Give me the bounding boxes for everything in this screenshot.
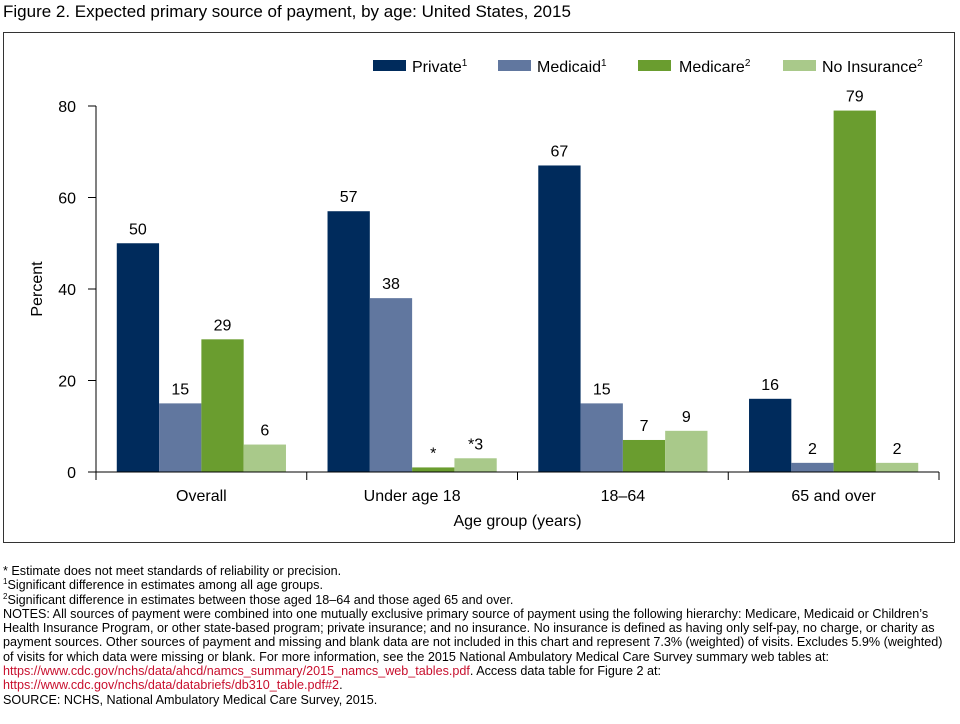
value-label-private-18-64: 67 [551, 143, 569, 160]
legend-swatch-medicare [638, 60, 671, 71]
value-label-medicare-under-age-18: * [430, 445, 436, 462]
chart-frame: Private1 Medicaid1 Medicare2 No Insurance2 … [3, 32, 955, 543]
y-tick-label: 20 [58, 374, 76, 391]
footnote-1: 1Significant difference in estimates amo… [3, 577, 953, 593]
y-tick-label: 40 [58, 282, 76, 299]
bar-private-65-and-over [749, 398, 792, 472]
bar-medicaid-under-age-18 [369, 298, 413, 472]
value-label-private-under-age-18: 57 [340, 189, 358, 206]
category-label-18-64: 18–64 [601, 488, 646, 505]
category-label-65-and-over: 65 and over [791, 488, 876, 505]
legend-swatch-no-insurance [783, 60, 816, 71]
bar-private-overall [116, 243, 160, 472]
value-label-medicaid-under-age-18: 38 [382, 276, 400, 293]
bar-chart: Private1 Medicaid1 Medicare2 No Insurance2 … [29, 58, 940, 530]
bar-medicaid-65-and-over [791, 462, 834, 472]
y-tick-label: 80 [58, 99, 76, 116]
notes-paragraph: NOTES: All sources of payment were combi… [3, 607, 953, 693]
bar-medicaid-overall [159, 403, 202, 472]
bar-medicare-under-age-18 [412, 467, 455, 472]
x-axis-title: Age group (years) [453, 513, 581, 530]
y-tick-label: 0 [67, 465, 76, 482]
notes-text: NOTES: All sources of payment were combi… [3, 606, 943, 664]
value-label-no-insurance-under-age-18: *3 [468, 436, 483, 453]
legend-swatch-medicaid [498, 60, 531, 71]
y-tick-label: 60 [58, 191, 76, 208]
notes-mid-text: . Access data table for Figure 2 at: [469, 664, 662, 679]
footnote-1-marker: 1 [3, 577, 8, 587]
bar-no-insurance-65-and-over [875, 462, 919, 472]
footnote-2-text: Significant difference in estimates betw… [7, 592, 514, 607]
value-label-no-insurance-18-64: 9 [682, 409, 691, 426]
bar-medicare-overall [201, 339, 244, 472]
figure-title: Figure 2. Expected primary source of pay… [3, 2, 571, 21]
value-label-private-65-and-over: 16 [761, 377, 779, 394]
legend-label-no-insurance: No Insurance2 [822, 58, 923, 76]
legend-label-medicaid: Medicaid1 [537, 58, 607, 76]
value-label-medicare-65-and-over: 79 [846, 89, 864, 106]
y-axis-title: Percent [29, 261, 46, 317]
value-label-medicaid-65-and-over: 2 [808, 441, 817, 458]
bar-medicaid-18-64 [580, 403, 623, 472]
footnote-2: 2Significant difference in estimates bet… [3, 591, 953, 607]
footnote-1-text: Significant difference in estimates amon… [7, 578, 323, 593]
footnote-2-marker: 2 [3, 591, 8, 601]
value-label-no-insurance-65-and-over: 2 [893, 441, 902, 458]
notes-end-text: . [339, 678, 343, 693]
bar-private-under-age-18 [327, 211, 370, 472]
footnote-asterisk: * Estimate does not meet standards of re… [3, 564, 342, 578]
legend-swatch-private [373, 60, 406, 71]
x-axis: Overall Under age 18 18–64 65 and over [95, 471, 940, 505]
bar-no-insurance-overall [243, 444, 286, 472]
bar-no-insurance-under-age-18 [454, 458, 497, 472]
bar-no-insurance-18-64 [665, 430, 708, 472]
value-label-private-overall: 50 [129, 221, 147, 238]
value-label-medicaid-18-64: 15 [593, 381, 611, 398]
category-label-under-age-18: Under age 18 [364, 488, 461, 505]
bar-private-18-64 [538, 165, 581, 472]
value-label-medicaid-overall: 15 [171, 381, 189, 398]
footnotes: * Estimate does not meet standards of re… [3, 564, 953, 707]
source-line: SOURCE: NCHS, National Ambulatory Medica… [3, 692, 378, 707]
value-label-medicare-18-64: 7 [640, 418, 649, 435]
bar-medicare-65-and-over [833, 110, 876, 472]
legend-label-private: Private1 [412, 58, 468, 76]
bar-medicare-18-64 [622, 439, 666, 472]
legend: Private1 Medicaid1 Medicare2 No Insurance2 [373, 58, 923, 76]
value-label-medicare-overall: 29 [214, 317, 232, 334]
y-axis: 0 20 40 60 80 [58, 99, 97, 482]
value-label-no-insurance-overall: 6 [260, 423, 269, 440]
data-table-link[interactable]: https://www.cdc.gov/nchs/data/databriefs… [3, 678, 340, 693]
legend-label-medicare: Medicare2 [679, 58, 751, 76]
web-tables-link[interactable]: https://www.cdc.gov/nchs/data/ahcd/namcs… [3, 664, 470, 679]
category-label-overall: Overall [176, 488, 227, 505]
